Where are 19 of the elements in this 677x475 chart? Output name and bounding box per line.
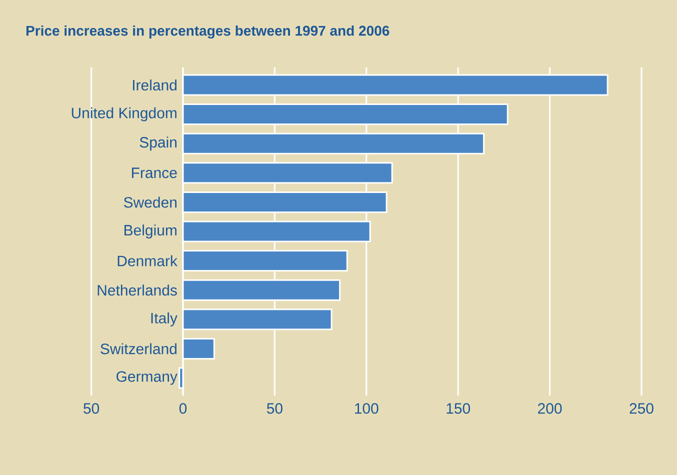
y-tick-label: Spain [140,136,176,151]
x-tick-label: 100 [355,403,378,414]
y-tick-label: Belgium [124,224,176,238]
y-tick-label: France [132,168,177,178]
y-tick-label: Germany [116,371,178,385]
x-tick-label: 200 [538,403,562,414]
y-tick-label: Italy [151,312,178,326]
x-tick-label: 50 [84,403,100,414]
x-tick-label: 150 [446,403,470,414]
y-tick-label: Sweden [124,196,176,208]
x-tick-label: 50 [266,403,282,414]
y-tick-label: Ireland [132,79,176,91]
y-tick-label: Netherlands [98,284,177,296]
chart-title: Price increases in percentages between 1997 and 2006 [26,25,390,39]
y-tick-label: United Kingdom [72,107,176,122]
y-tick-label: Switzerland [100,343,176,354]
x-tick-label: 0 [179,403,187,414]
y-tick-label: Denmark [118,255,178,266]
x-tick-label: 250 [630,403,654,414]
